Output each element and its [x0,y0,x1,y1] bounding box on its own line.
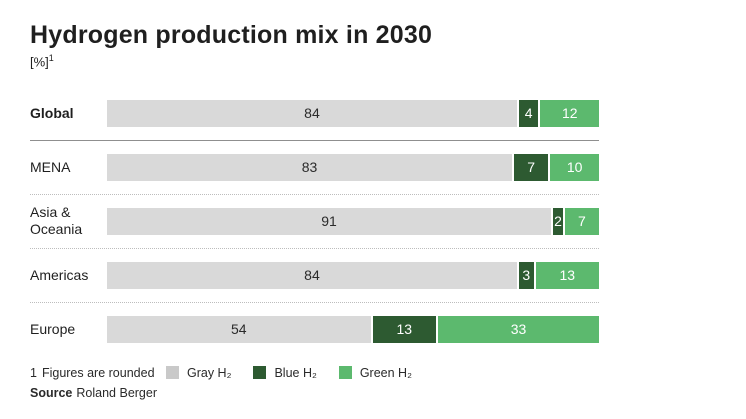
page-title: Hydrogen production mix in 2030 [30,21,433,49]
bar-segment-gray: 83 [107,153,513,181]
bar-segment-blue: 4 [518,99,539,127]
unit-subtitle: [%]1 [30,53,718,69]
legend-swatch-gray [166,366,179,380]
bar-segment-green: 12 [540,99,600,127]
legend-swatch-blue [253,366,267,380]
bar-segment-gray: 54 [107,315,371,343]
row-label: Americas [30,266,89,283]
bar-segment-green: 7 [564,207,599,235]
chart-row: Europe 54 13 33 [30,303,599,356]
segment-value-label: 13 [396,321,413,338]
segment-value-label: 54 [230,321,247,338]
chart-row: Americas 84 3 13 [30,249,599,303]
footnote-marker-sup: 1 [48,52,54,63]
segment-value-label: 4 [524,105,533,122]
row-label: MENA [30,158,71,175]
legend-label: Blue H₂ [274,365,317,380]
segment-value-label: 84 [304,105,320,122]
legend-label: Gray H₂ [187,365,232,380]
chart-row: MENA 83 7 10 [30,141,599,195]
infographic: Hydrogen production mix in 2030 [%]1 Glo… [30,21,718,400]
segment-value-label: 3 [522,267,531,284]
segment-value-label: 33 [510,321,527,338]
bar-segment-blue: 3 [518,261,534,289]
segment-value-label: 13 [559,267,576,284]
stacked-bar-chart: Global 84 4 12 MENA 83 7 10 Asia & Oceania 91 2 7 Am… [30,87,600,356]
segment-value-label: 84 [304,267,320,284]
footnote-text: Figures are rounded [41,365,155,380]
bar-segment-green: 10 [550,153,599,181]
row-label: Global [30,104,74,121]
segment-value-label: 10 [566,159,583,176]
bar-segment-gray: 84 [107,99,517,127]
legend-row: 1 Figures are rounded Gray H₂ Blue H₂ Green… [30,366,599,380]
source-line: Source Roland Berger [30,386,718,400]
legend-item: Green H₂ [338,365,412,380]
bar-track: 91 2 7 [107,207,599,235]
bar-track: 84 3 13 [107,261,599,289]
bar-segment-gray: 84 [107,261,517,289]
footnote-marker: 1 [30,365,37,380]
bar-segment-green: 33 [437,315,599,343]
chart-row: Asia & Oceania 91 2 7 [30,195,599,249]
bar-track: 84 4 12 [107,99,600,127]
bar-segment-blue: 13 [372,315,436,343]
bar-segment-green: 13 [535,261,599,289]
row-label: Europe [30,320,76,337]
legend-label: Green H₂ [359,365,412,380]
segment-value-label: 83 [301,159,318,176]
segment-value-label: 91 [321,213,337,230]
legend-item: Gray H₂ [166,366,231,380]
legend-item: Blue H₂ [253,365,317,380]
segment-value-label: 2 [554,213,562,230]
bar-track: 83 7 10 [107,153,599,181]
segment-value-label: 7 [578,213,586,230]
source-value: Roland Berger [76,385,157,400]
segment-value-label: 7 [527,159,536,176]
bar-track: 54 13 33 [107,315,599,343]
bar-segment-blue: 7 [514,153,549,181]
source-label: Source [30,385,73,400]
unit-label: [%] [30,53,49,69]
legend-swatch-green [338,366,352,380]
bar-segment-gray: 91 [107,207,552,235]
footnote: 1 Figures are rounded [30,366,166,380]
segment-value-label: 12 [561,105,578,122]
chart-row: Global 84 4 12 [30,87,600,141]
legend: Gray H₂ Blue H₂ Green H₂ [166,366,412,380]
bar-segment-blue: 2 [553,207,563,235]
row-label: Asia & Oceania [30,203,83,238]
